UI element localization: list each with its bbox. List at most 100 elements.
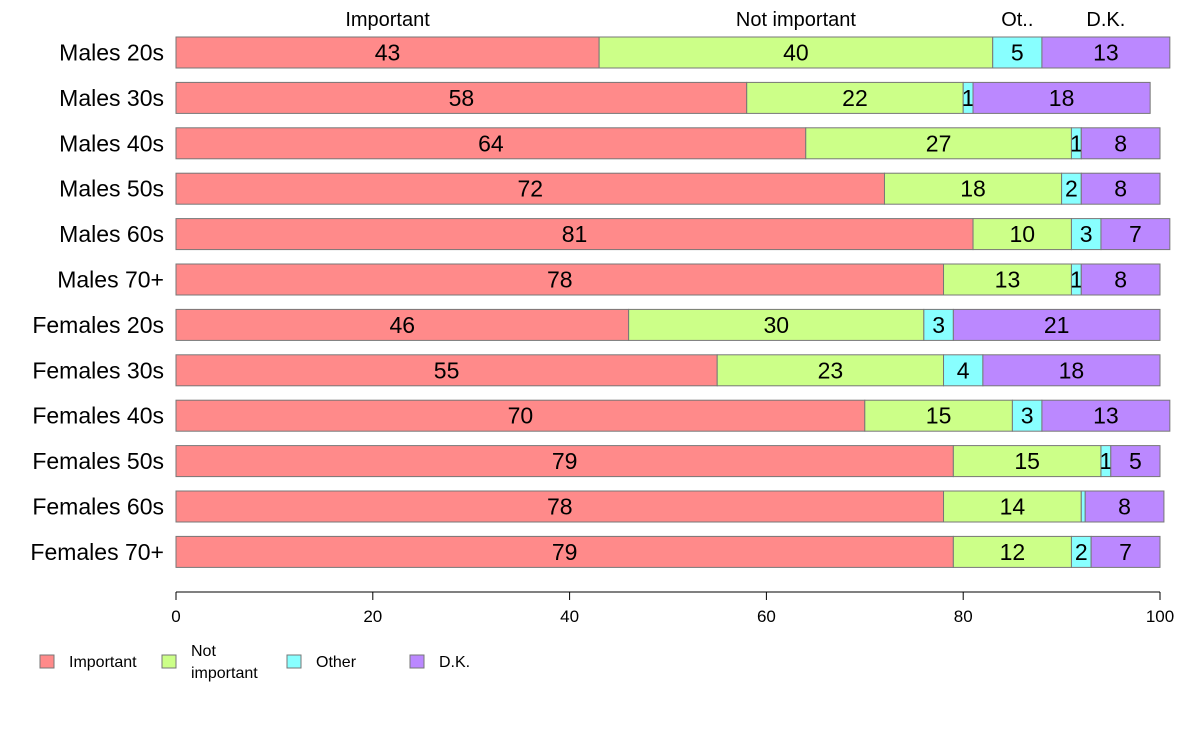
data-label: 79 [552,539,578,565]
data-label: 43 [375,40,401,66]
data-label: 58 [449,85,475,111]
bar-segment [1041,36,1171,69]
category-label: Males 30s [59,85,164,111]
bar-segment [175,172,885,205]
legend-swatch [161,654,177,669]
data-label: 13 [1093,403,1119,429]
bar-segment [746,81,964,114]
data-label: 3 [1021,403,1034,429]
data-label: 13 [1093,40,1119,66]
top-series-label: Ot.. [1001,9,1033,31]
bar-segment [175,490,945,523]
category-label: Females 60s [32,494,164,520]
category-label: Females 50s [32,448,164,474]
bar-segment [972,218,1072,251]
top-series-label: D.K. [1086,9,1125,31]
bar-segment [1011,399,1043,432]
bar-segment [175,445,954,478]
bar-segment [175,218,974,251]
category-label: Females 20s [32,312,164,338]
data-label: 8 [1114,267,1127,293]
data-label: 78 [547,494,573,520]
data-label: 5 [1129,448,1142,474]
data-label: 5 [1011,40,1024,66]
data-label: 3 [932,312,945,338]
data-label: 2 [1065,176,1078,202]
data-label: 15 [926,403,952,429]
x-axis: 0 20 40 60 80 100 [171,591,1174,626]
data-label: 79 [552,448,578,474]
data-label: 3 [1080,221,1093,247]
x-tick-label: 80 [954,607,973,626]
legend-label: Not [191,643,216,660]
legend-label: D.K. [439,654,470,671]
bar-segment [175,36,600,69]
top-series-labels: Important Not important Ot.. D.K. [345,9,1125,31]
data-label: 7 [1129,221,1142,247]
data-label: 1 [1070,267,1083,293]
legend-swatch [409,654,425,669]
bar-segment [943,490,1082,523]
bar-segment [982,354,1161,387]
bar-segment [805,127,1072,160]
bar-segment [1080,263,1161,296]
data-label: 2 [1075,539,1088,565]
x-tick-label: 60 [757,607,776,626]
bar-segment [1110,445,1161,478]
bar-segment [952,535,1072,568]
data-label: 46 [390,312,416,338]
bar-segment [972,81,1151,114]
category-label: Males 70+ [57,267,164,293]
data-label: 18 [1059,357,1085,383]
bar-segment [628,308,925,341]
data-label: 22 [842,85,868,111]
bar-segment [175,81,748,114]
data-label: 30 [763,312,789,338]
category-label: Males 40s [59,130,164,156]
bar-segment [943,263,1072,296]
data-label: 1 [962,85,975,111]
data-label: 1 [1099,448,1112,474]
data-label: 12 [1000,539,1026,565]
bar-segment [175,354,718,387]
data-label: 4 [957,357,970,383]
x-tick-label: 20 [363,607,382,626]
data-label: 1 [1070,130,1083,156]
legend-label: Important [69,654,137,671]
top-series-label: Important [345,9,430,31]
legend: Important Not important Other D.K. [39,643,470,682]
data-label: 15 [1014,448,1040,474]
bar-segment [1080,127,1161,160]
bar-segment [175,263,945,296]
legend-label: Other [316,654,357,671]
data-label: 70 [508,403,534,429]
data-label: 40 [783,40,809,66]
data-label: 18 [1049,85,1075,111]
data-label: 72 [517,176,543,202]
data-label: 64 [478,130,504,156]
bar-segment [883,172,1063,205]
data-label: 10 [1009,221,1035,247]
data-label: 8 [1118,494,1131,520]
bar-segment [1041,399,1171,432]
x-tick-label: 100 [1146,607,1174,626]
bar-segment [175,535,954,568]
bar-segment [992,36,1043,69]
data-label: 8 [1114,130,1127,156]
data-label: 14 [1000,494,1026,520]
data-label: 7 [1119,539,1132,565]
x-tick-label: 0 [171,607,180,626]
data-label: 81 [562,221,588,247]
x-tick-label: 40 [560,607,579,626]
category-label: Males 60s [59,221,164,247]
bar-segment [175,127,807,160]
legend-label: important [191,665,258,682]
category-label: Males 50s [59,176,164,202]
legend-swatch [39,654,55,669]
bar-segment [1080,172,1161,205]
bar-segment [1070,218,1102,251]
bar-segment [952,308,1161,341]
legend-swatch [286,654,302,669]
